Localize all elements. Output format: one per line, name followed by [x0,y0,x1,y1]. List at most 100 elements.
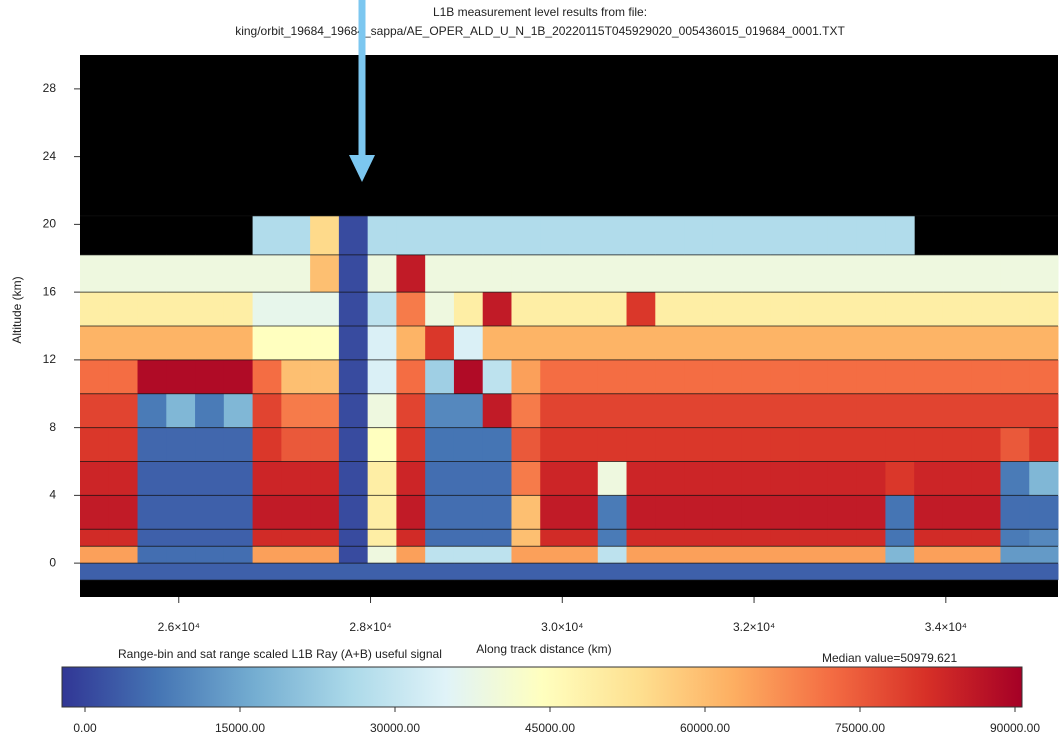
cell [108,292,139,326]
y-tick-label: 0 [49,555,56,569]
y-tick-label: 20 [43,217,57,231]
cell [597,546,628,564]
cell [885,461,915,496]
cell [281,359,311,394]
cell [971,495,1001,530]
cell [741,546,771,564]
cell [166,529,196,547]
cell [367,495,397,530]
cell [137,393,167,428]
cell [741,563,771,581]
cell [1000,254,1030,293]
cell [223,563,254,581]
cell [367,461,397,496]
cell [942,427,973,462]
cell [827,461,858,496]
cell [684,254,714,293]
cell [482,461,512,496]
cell [511,461,541,496]
x-tick-label: 2.8×10⁴ [349,620,391,634]
cell [885,427,915,462]
cell [425,529,455,547]
cell [108,393,139,428]
cell [770,546,800,564]
cell [741,427,771,462]
y-tick-label: 8 [49,420,56,434]
colorbar-tick-label: 30000.00 [370,721,420,735]
cell [885,546,915,564]
cell [482,215,512,255]
cell [223,461,254,496]
cell [223,359,254,394]
cell [223,393,254,428]
cell [971,529,1001,547]
cell [511,427,541,462]
cell [597,529,628,547]
cell [741,215,771,255]
cell [971,393,1001,428]
cell [684,292,714,326]
cell [482,292,512,326]
cell [367,326,397,360]
cell [367,427,397,462]
cell [827,563,858,581]
cell [453,393,484,428]
cell [453,529,484,547]
cell [108,254,139,293]
cell [453,254,484,293]
cell [684,393,714,428]
cell [166,427,196,462]
cell [281,546,311,564]
cell [511,546,541,564]
cell [195,461,225,496]
cell [511,563,541,581]
cell [712,292,743,326]
cell [914,529,944,547]
cell [597,254,628,293]
cell [770,563,800,581]
cell [712,546,743,564]
cell [914,393,944,428]
cell [511,292,541,326]
cell [712,326,743,360]
cell [425,495,455,530]
cell [80,529,110,547]
cell [569,292,599,326]
cell [626,495,656,530]
cell [338,427,369,462]
cell [166,563,196,581]
cell [1029,563,1059,581]
cell [1029,495,1059,530]
cell [252,461,282,496]
cell [799,254,829,293]
cell [396,254,426,293]
cell [166,393,196,428]
cell [885,254,915,293]
cell [684,529,714,547]
cell [914,461,944,496]
cell [367,393,397,428]
cell [540,461,570,496]
cell [425,215,455,255]
cell [453,359,484,394]
cell [281,563,311,581]
cell [453,563,484,581]
cell [137,427,167,462]
cell [827,254,858,293]
cell [914,546,944,564]
cell [137,359,167,394]
cell [367,529,397,547]
cell [195,529,225,547]
cell [655,215,685,255]
cell [856,529,886,547]
cell [684,546,714,564]
cell [396,546,426,564]
cell [1000,461,1030,496]
cell [914,326,944,360]
cell [482,529,512,547]
cell [1000,359,1030,394]
cell [137,495,167,530]
cell [396,292,426,326]
cell [453,215,484,255]
cell [252,393,282,428]
